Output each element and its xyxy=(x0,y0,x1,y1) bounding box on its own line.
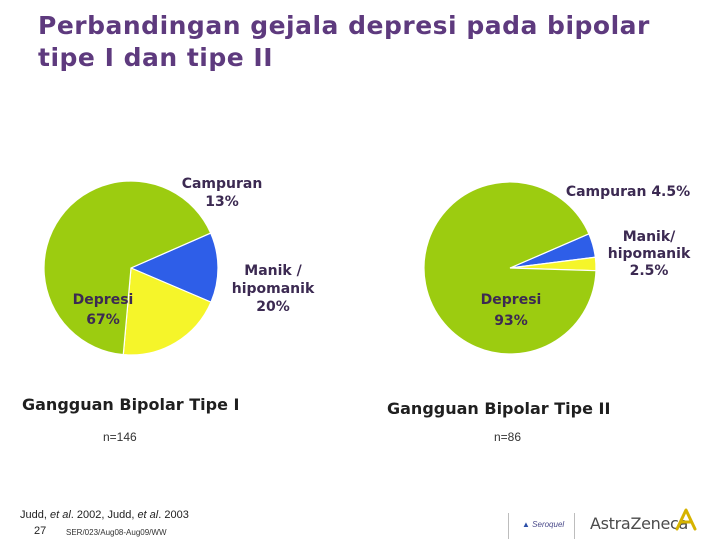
slice-label: 2.5% xyxy=(630,263,669,279)
slice-label: Depresi xyxy=(73,292,134,308)
page-number: 27 xyxy=(34,525,47,537)
slice-label: 93% xyxy=(494,313,528,329)
slice-label: Campuran xyxy=(182,176,263,192)
pie-labels-tipe-1: Campuran 13% Manik / hipomanik 20% Depresi 67% xyxy=(73,176,315,328)
reference-text: Judd, xyxy=(20,509,50,521)
chart-2-title: Gangguan Bipolar Tipe II xyxy=(387,399,611,418)
slice-label: Manik / xyxy=(244,263,302,279)
slice-label: hipomanik xyxy=(608,246,691,262)
slice-label: 13% xyxy=(205,194,239,210)
chart-1-sample-size: n=146 xyxy=(103,430,137,444)
pie-slice-campuran xyxy=(129,232,219,303)
slice-label: Campuran 4.5% xyxy=(566,184,690,200)
reference-text: . 2003 xyxy=(158,509,189,521)
seroquel-logo-text: Seroquel xyxy=(532,520,565,529)
pie-slice-manik xyxy=(122,267,212,356)
pie-chart-tipe-2 xyxy=(423,181,597,355)
logo-divider xyxy=(508,513,509,539)
slice-label: 20% xyxy=(256,299,290,315)
slice-label: Depresi xyxy=(481,292,542,308)
reference-text: . 2002, Judd, xyxy=(70,509,138,521)
reference-etal: et al xyxy=(49,509,71,521)
chart-1-title: Gangguan Bipolar Tipe I xyxy=(22,395,240,414)
chart-2-sample-size: n=86 xyxy=(494,430,522,444)
slice-label: hipomanik xyxy=(232,281,315,297)
slide-title: Perbandingan gejala depresi pada bipolar… xyxy=(38,11,650,72)
logo-divider xyxy=(574,513,575,539)
slice-label: Manik/ xyxy=(623,229,676,245)
reference-citation: Judd, et al. 2002, Judd, et al. 2003 xyxy=(20,509,189,521)
document-code: SER/023/Aug08-Aug09/WW xyxy=(66,528,167,537)
reference-etal: et al xyxy=(137,509,159,521)
pie-slice-depresi xyxy=(423,181,597,355)
seroquel-logo: ▲ Seroquel xyxy=(522,520,565,529)
astrazeneca-logo-icon xyxy=(675,508,697,531)
pie-slice-depresi xyxy=(43,180,212,356)
pie-chart-tipe-1 xyxy=(43,180,219,356)
astrazeneca-logo-text: AstraZeneca xyxy=(590,514,689,533)
slice-label: 67% xyxy=(86,312,120,328)
